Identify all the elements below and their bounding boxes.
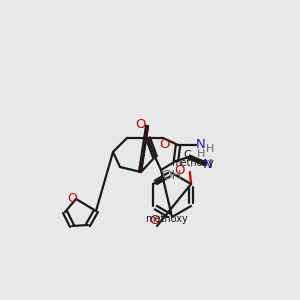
Text: N: N (203, 158, 213, 172)
Text: H: H (197, 149, 205, 159)
Text: N: N (196, 139, 206, 152)
Text: C: C (183, 150, 191, 160)
Text: O: O (150, 214, 160, 226)
Text: H: H (206, 145, 214, 154)
Text: methoxy: methoxy (172, 158, 214, 168)
Text: OH: OH (161, 169, 182, 182)
Text: O: O (136, 118, 146, 131)
Text: O: O (159, 139, 169, 152)
Text: methoxy: methoxy (146, 214, 188, 224)
Text: O: O (67, 191, 77, 205)
Text: O: O (174, 164, 185, 177)
